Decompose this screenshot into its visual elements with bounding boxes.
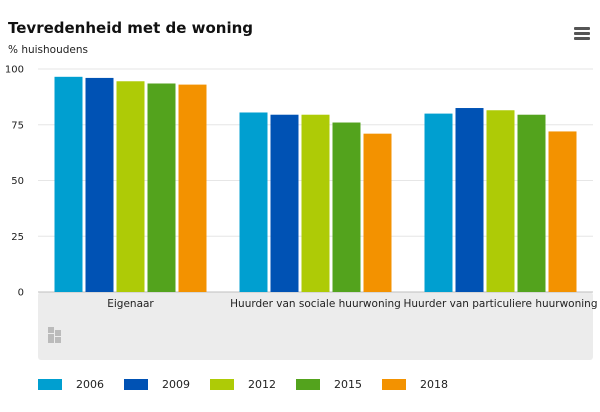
y-axis: 0 25 50 75 100	[5, 65, 24, 299]
legend-label: 2018	[420, 378, 448, 391]
bar-2006[interactable]	[424, 113, 453, 292]
x-category-label: Huurder van sociale huurwoning	[230, 298, 401, 310]
bar-2018[interactable]	[178, 84, 207, 292]
legend-item-2009[interactable]: 2009	[124, 378, 210, 391]
bar-2012[interactable]	[116, 81, 145, 292]
bar-2015[interactable]	[517, 114, 546, 292]
y-tick-label: 50	[11, 176, 24, 187]
legend-label: 2015	[334, 378, 362, 391]
bar-2009[interactable]	[455, 108, 484, 293]
legend-label: 2006	[76, 378, 104, 391]
bar-2009[interactable]	[85, 77, 114, 292]
bars	[54, 76, 577, 293]
y-tick-label: 100	[5, 65, 24, 76]
chart-area: 0 25 50 75 100 Eigenaar Huurder van sociale h…	[5, 65, 598, 360]
y-tick-label: 75	[11, 120, 24, 131]
legend-item-2018[interactable]: 2018	[382, 378, 468, 391]
x-axis: Eigenaar Huurder van sociale huurwoning Hu…	[107, 298, 597, 310]
x-category-label: Huurder van particuliere huurwoning	[404, 298, 598, 310]
bar-2009[interactable]	[270, 114, 299, 292]
bar-2012[interactable]	[486, 110, 515, 292]
legend-item-2015[interactable]: 2015	[296, 378, 382, 391]
y-tick-label: 25	[11, 232, 24, 243]
cbs-logo-icon	[48, 327, 61, 343]
bar-2015[interactable]	[147, 83, 176, 293]
bar-2018[interactable]	[363, 133, 392, 292]
legend-label: 2012	[248, 378, 276, 391]
chart-title: Tevredenheid met de woning	[8, 19, 254, 37]
bar-2015[interactable]	[332, 122, 361, 293]
legend-swatch	[296, 379, 320, 390]
legend: 2006 2009 2012 2015 2018	[38, 378, 468, 391]
bar-2006[interactable]	[54, 76, 83, 293]
legend-label: 2009	[162, 378, 190, 391]
bar-2006[interactable]	[239, 112, 268, 292]
legend-item-2012[interactable]: 2012	[210, 378, 296, 391]
bar-2012[interactable]	[301, 114, 330, 292]
y-tick-label: 0	[18, 288, 24, 299]
bar-2018[interactable]	[548, 131, 577, 292]
legend-swatch	[382, 379, 406, 390]
legend-swatch	[38, 379, 62, 390]
x-axis-band	[38, 292, 593, 360]
legend-swatch	[210, 379, 234, 390]
x-category-label: Eigenaar	[107, 298, 154, 310]
legend-swatch	[124, 379, 148, 390]
chart-subtitle: % huishoudens	[8, 44, 88, 56]
legend-item-2006[interactable]: 2006	[38, 378, 124, 391]
menu-icon[interactable]	[574, 27, 590, 40]
